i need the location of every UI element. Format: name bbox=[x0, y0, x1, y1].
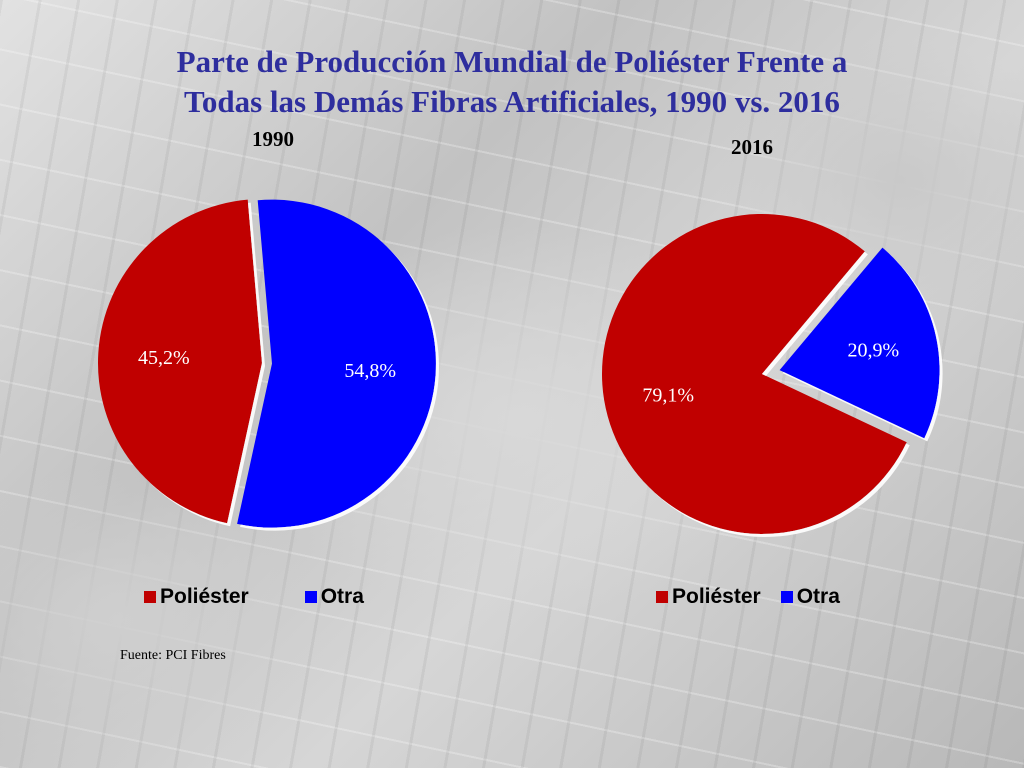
data-label-poliester: 45,2% bbox=[138, 347, 190, 369]
legend-swatch-poliester bbox=[144, 591, 156, 603]
pie-1990-title: 1990 bbox=[252, 127, 294, 151]
pie-slice-poliester bbox=[97, 199, 262, 524]
legend-label-poliester: Poliéster bbox=[672, 585, 761, 608]
title-line-1: Parte de Producción Mundial de Poliéster… bbox=[176, 44, 848, 79]
title-line-2: Todas las Demás Fibras Artificiales, 199… bbox=[184, 84, 840, 119]
pie-2016-title: 2016 bbox=[731, 135, 773, 159]
data-label-otra: 20,9% bbox=[848, 340, 900, 362]
pie-2016: 20,9% 79,1% bbox=[601, 213, 940, 535]
legend-item-poliester: Poliéster bbox=[144, 585, 249, 609]
legend-label-poliester: Poliéster bbox=[160, 585, 249, 608]
legend-2016: Poliéster Otra bbox=[656, 585, 840, 609]
source-note: Fuente: PCI Fibres bbox=[120, 648, 226, 663]
pie-1990: 54,8% 45,2% bbox=[97, 199, 436, 528]
pie-slice-otra bbox=[779, 247, 940, 439]
pie-slice-otra bbox=[237, 199, 436, 528]
data-label-poliester: 79,1% bbox=[642, 385, 694, 407]
legend-1990: Poliéster Otra bbox=[144, 585, 364, 609]
legend-swatch-otra bbox=[304, 591, 317, 603]
chart-title: Parte de Producción Mundial de Poliéster… bbox=[0, 42, 1024, 122]
legend-item-otra: Otra bbox=[304, 585, 364, 609]
legend-swatch-poliester bbox=[656, 591, 668, 603]
legend-swatch-otra bbox=[780, 591, 793, 603]
legend-label-otra: Otra bbox=[320, 585, 364, 608]
legend-label-otra: Otra bbox=[796, 585, 840, 608]
legend-item-otra: Otra bbox=[780, 585, 840, 609]
data-label-otra: 54,8% bbox=[344, 360, 396, 382]
legend-item-poliester: Poliéster bbox=[656, 585, 761, 609]
pie-slice-poliester bbox=[601, 213, 907, 535]
